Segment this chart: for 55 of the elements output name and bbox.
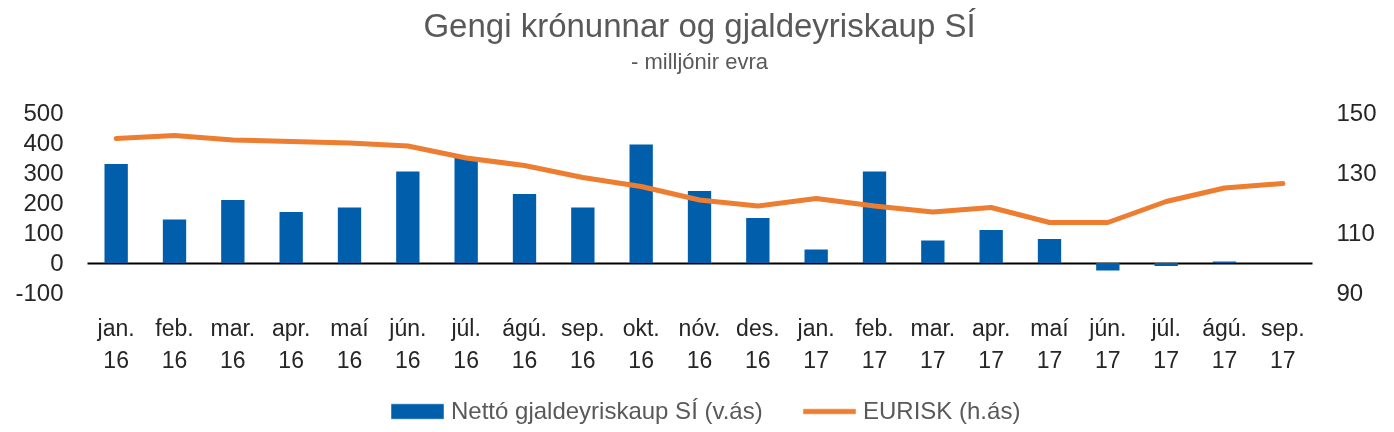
chart-subtitle: - milljónir evra xyxy=(631,49,769,74)
x-tick-label: mar. 17 xyxy=(910,314,956,373)
bar xyxy=(571,207,595,263)
x-tick-label: júl. 17 xyxy=(1150,314,1181,373)
x-tick-label: okt. 16 xyxy=(622,314,660,373)
bar xyxy=(162,219,187,263)
legend-label: Nettó gjaldeyriskaup SÍ (v.ás) xyxy=(451,396,763,424)
x-tick-label: jún. 16 xyxy=(388,314,427,373)
x-tick-label: jún. 17 xyxy=(1088,314,1127,373)
bar xyxy=(104,164,128,263)
bar xyxy=(1154,263,1178,266)
y-tick-label: 100 xyxy=(23,218,64,246)
bar xyxy=(804,249,828,263)
y-tick-label: -100 xyxy=(15,278,64,306)
bar xyxy=(1037,239,1062,263)
legend-label: EURISK (h.ás) xyxy=(863,396,1021,424)
x-tick-label: mar. 16 xyxy=(210,314,256,373)
x-tick-label: apr. 17 xyxy=(971,314,1011,373)
bar xyxy=(1096,263,1120,271)
bar xyxy=(921,240,945,263)
x-tick-label: maí 16 xyxy=(330,314,370,373)
bar xyxy=(337,207,362,263)
y2-tick-label: 150 xyxy=(1336,98,1377,126)
bar xyxy=(221,200,245,263)
x-tick-label: apr. 16 xyxy=(271,314,311,373)
x-tick-label: jan. 17 xyxy=(796,314,835,373)
bar xyxy=(396,171,420,263)
bar xyxy=(629,144,653,263)
bar xyxy=(979,230,1003,263)
x-tick-label: maí 17 xyxy=(1030,314,1070,373)
x-tick-label: jan. 16 xyxy=(96,314,135,373)
y2-tick-label: 110 xyxy=(1336,218,1375,246)
x-tick-label: feb. 17 xyxy=(855,314,894,373)
bar xyxy=(454,158,478,263)
x-tick-label: sep. 16 xyxy=(561,314,605,373)
chart-title: Gengi krónunnar og gjaldeyriskaup SÍ xyxy=(423,7,977,44)
y2-tick-label: 90 xyxy=(1336,278,1364,306)
x-tick-label: des. 16 xyxy=(736,314,780,373)
y-tick-label: 0 xyxy=(50,248,64,276)
bar xyxy=(687,191,712,263)
bar xyxy=(862,171,887,263)
y-tick-label: 300 xyxy=(23,158,64,186)
y-tick-label: 400 xyxy=(23,128,64,156)
x-tick-label: nóv. 16 xyxy=(678,314,721,373)
x-tick-label: sep. 17 xyxy=(1261,314,1305,373)
x-tick-label: ágú. 16 xyxy=(502,314,547,373)
x-tick-label: júl. 16 xyxy=(450,314,481,373)
bar xyxy=(512,194,537,263)
x-tick-label: feb. 16 xyxy=(155,314,194,373)
y-tick-label: 200 xyxy=(23,188,64,216)
y2-tick-label: 130 xyxy=(1336,158,1377,186)
x-tick-label: ágú. 17 xyxy=(1202,314,1247,373)
bar xyxy=(279,212,303,263)
bar xyxy=(746,218,770,263)
y-tick-label: 500 xyxy=(23,98,64,126)
